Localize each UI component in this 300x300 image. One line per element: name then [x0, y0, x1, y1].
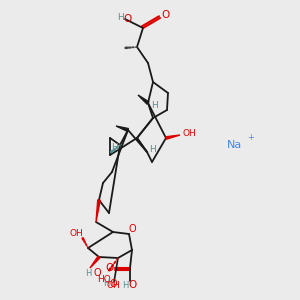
Text: O: O: [123, 14, 131, 24]
Text: Na: Na: [227, 140, 243, 150]
Text: H: H: [151, 100, 158, 109]
Text: H: H: [85, 269, 91, 278]
Text: OH: OH: [69, 230, 83, 238]
Text: H: H: [112, 143, 118, 152]
Text: O: O: [105, 263, 113, 273]
Text: HO: HO: [97, 274, 111, 284]
Text: O: O: [128, 280, 136, 290]
Polygon shape: [116, 126, 128, 131]
Polygon shape: [96, 200, 100, 222]
Text: O: O: [128, 224, 136, 234]
Text: OH: OH: [106, 281, 120, 290]
Text: O: O: [161, 10, 169, 20]
Text: H: H: [103, 280, 109, 289]
Polygon shape: [166, 135, 180, 139]
Polygon shape: [138, 95, 149, 104]
Text: +: +: [247, 133, 254, 142]
Polygon shape: [90, 256, 100, 268]
Text: H: H: [122, 281, 128, 290]
Text: OH: OH: [182, 130, 196, 139]
Text: O: O: [110, 279, 118, 289]
Text: H: H: [148, 145, 155, 154]
Text: H: H: [118, 13, 124, 22]
Text: O: O: [93, 268, 100, 278]
